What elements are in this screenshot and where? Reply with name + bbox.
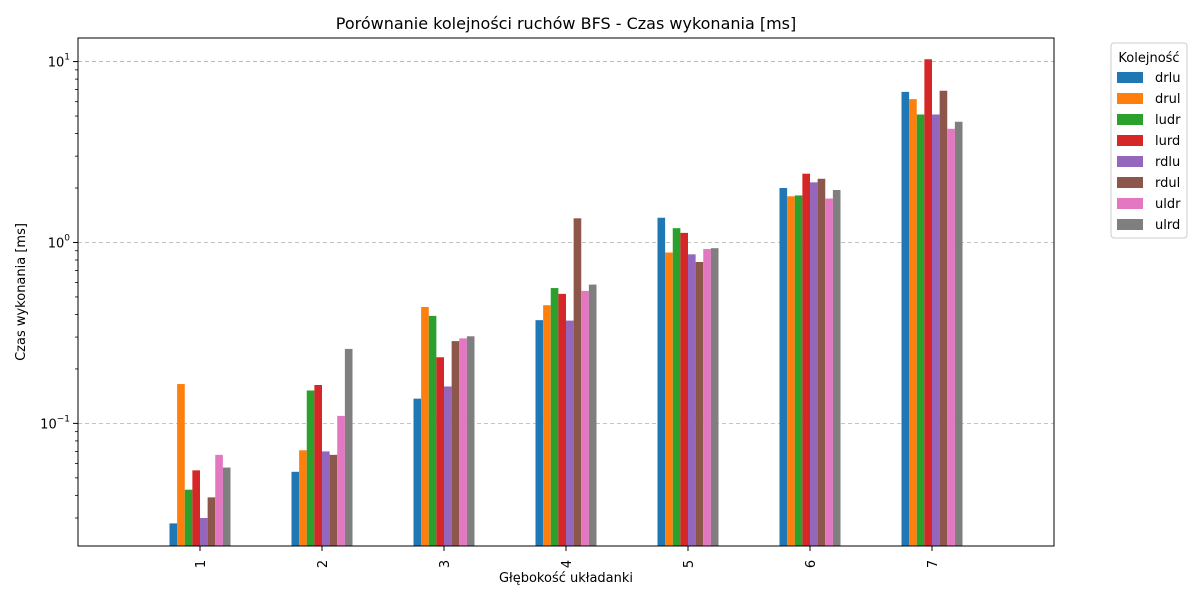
bar-drul-2	[299, 450, 307, 546]
bar-ulrd-4	[588, 284, 597, 546]
bar-rdlu-6	[810, 182, 818, 546]
bar-rdlu-5	[688, 254, 696, 546]
bar-lurd-5	[680, 232, 688, 546]
legend-swatch-lurd	[1117, 135, 1143, 146]
bar-ludr-7	[916, 114, 925, 547]
x-tick-label: 4	[560, 560, 575, 568]
legend-title: Kolejność	[1118, 51, 1179, 66]
legend-label-ludr: ludr	[1155, 113, 1181, 128]
x-axis: 1 2 3 4 5 6 7	[194, 546, 941, 568]
bar-ulrd-2	[344, 348, 353, 546]
bar-ulrd-6	[832, 190, 841, 546]
y-tick-label: 100	[48, 233, 71, 251]
bar-lurd-2	[314, 385, 322, 546]
bar-drlu-6	[779, 188, 788, 546]
bar-ulrd-7	[954, 121, 963, 547]
legend-label-ulrd: ulrd	[1155, 218, 1180, 233]
legend-label-drul: drul	[1155, 92, 1180, 107]
bar-rdlu-7	[932, 114, 940, 547]
x-tick-label: 7	[926, 560, 941, 568]
bar-rdlu-3	[444, 386, 452, 546]
y-tick-label: 101	[48, 53, 70, 71]
bar-uldr-7	[947, 128, 955, 546]
legend-label-drlu: drlu	[1155, 71, 1180, 86]
legend-label-uldr: uldr	[1155, 197, 1181, 212]
bar-uldr-3	[459, 338, 467, 546]
bar-rdlu-2	[322, 451, 330, 546]
bar-drul-3	[421, 306, 429, 546]
bar-lurd-7	[924, 59, 932, 547]
bar-drul-1	[177, 384, 185, 546]
y-tick-label: 10−1	[40, 414, 70, 432]
bar-rdul-1	[207, 497, 216, 546]
bar-uldr-5	[703, 249, 711, 546]
bar-ludr-5	[672, 228, 681, 546]
legend-swatch-rdlu	[1117, 156, 1143, 167]
legend-swatch-uldr	[1117, 198, 1143, 209]
bar-ludr-1	[184, 489, 193, 546]
bar-uldr-1	[215, 454, 223, 546]
legend-swatch-drul	[1117, 93, 1143, 104]
bar-drlu-1	[169, 523, 178, 546]
bar-drlu-7	[901, 91, 910, 546]
bar-drul-7	[909, 99, 917, 546]
bar-rdlu-4	[566, 320, 574, 546]
bar-ludr-6	[794, 195, 803, 547]
legend-label-lurd: lurd	[1155, 134, 1180, 149]
bar-ulrd-1	[222, 467, 231, 546]
x-axis-label: Głębokość układanki	[499, 571, 633, 586]
bar-ludr-2	[306, 390, 315, 546]
bar-rdlu-1	[200, 517, 208, 546]
x-tick-label: 6	[804, 560, 819, 568]
bar-drul-6	[787, 196, 795, 546]
y-axis: 10−1 100 101	[40, 53, 78, 519]
bar-rdul-2	[329, 454, 338, 546]
legend-swatch-rdul	[1117, 177, 1143, 188]
bar-ulrd-3	[466, 336, 475, 546]
bar-ludr-4	[550, 288, 559, 546]
bar-drlu-3	[413, 398, 422, 546]
legend: Kolejność drlu drul ludr lurd rdlu rdul uldr ul…	[1110, 42, 1188, 239]
legend-label-rdlu: rdlu	[1155, 155, 1180, 170]
bar-rdul-5	[695, 262, 704, 546]
legend-swatch-ludr	[1117, 114, 1143, 125]
legend-swatch-drlu	[1117, 72, 1143, 83]
y-axis-label: Czas wykonania [ms]	[14, 223, 29, 361]
bar-lurd-3	[436, 357, 444, 546]
bar-uldr-6	[825, 198, 833, 546]
bar-rdul-6	[817, 178, 826, 546]
bar-drul-5	[665, 252, 673, 546]
x-tick-label: 2	[316, 560, 331, 568]
bars-group	[169, 59, 963, 547]
bar-rdul-4	[573, 218, 582, 547]
bar-drul-4	[543, 305, 551, 546]
chart-title: Porównanie kolejności ruchów BFS - Czas …	[336, 14, 797, 33]
bar-drlu-2	[291, 471, 300, 546]
bar-lurd-1	[192, 470, 200, 546]
bar-ulrd-5	[710, 248, 719, 546]
bar-lurd-4	[558, 293, 566, 546]
bar-uldr-2	[337, 415, 345, 546]
bar-rdul-7	[939, 90, 948, 546]
x-tick-label: 5	[682, 560, 697, 568]
legend-label-rdul: rdul	[1155, 176, 1180, 191]
bar-drlu-5	[657, 217, 666, 546]
bar-uldr-4	[581, 290, 589, 546]
bar-ludr-3	[428, 315, 437, 546]
x-tick-label: 3	[438, 560, 453, 568]
legend-swatch-ulrd	[1117, 219, 1143, 230]
legend-frame	[1110, 42, 1188, 239]
bar-lurd-6	[802, 173, 810, 547]
bar-drlu-4	[535, 320, 544, 546]
x-tick-label: 1	[194, 560, 209, 568]
grid-lines	[78, 61, 1054, 424]
bar-rdul-3	[451, 341, 460, 546]
